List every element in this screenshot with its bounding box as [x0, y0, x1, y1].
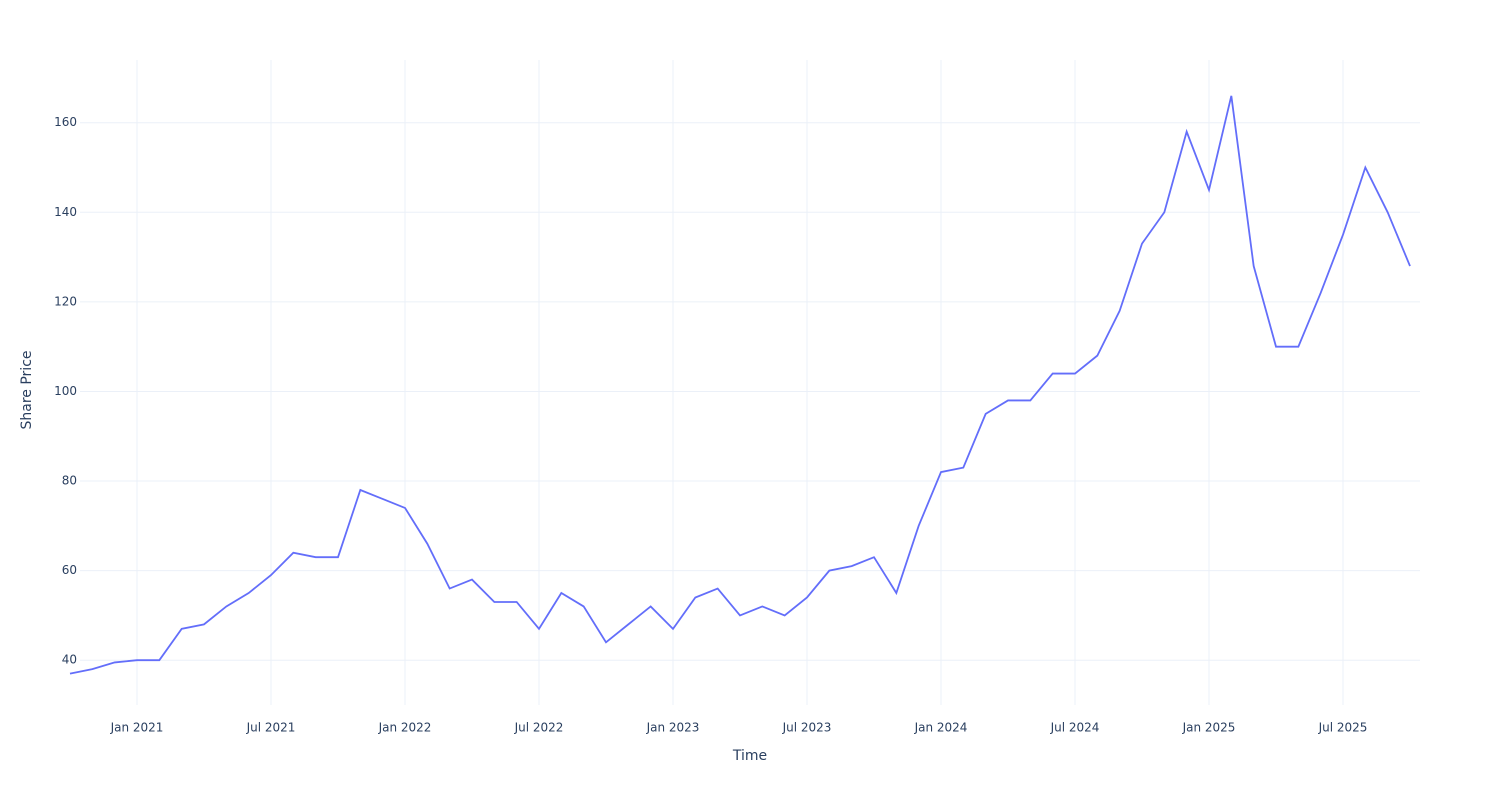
x-tick-label: Jan 2023 — [646, 721, 700, 735]
x-tick-label: Jul 2022 — [514, 721, 564, 735]
x-tick-label: Jul 2021 — [246, 721, 296, 735]
x-tick-label: Jan 2024 — [914, 721, 968, 735]
y-tick-label: 80 — [62, 474, 77, 488]
y-tick-label: 120 — [54, 294, 77, 308]
x-tick-label: Jul 2024 — [1050, 721, 1100, 735]
x-tick-label: Jan 2021 — [110, 721, 164, 735]
y-tick-label: 140 — [54, 205, 77, 219]
line — [69, 95, 1411, 675]
y-tick-label: 100 — [54, 384, 77, 398]
y-axis-title: Share Price — [19, 350, 35, 429]
x-axis-title: Time — [732, 748, 767, 764]
x-tick-label: Jan 2022 — [378, 721, 432, 735]
x-tick-label: Jan 2025 — [1182, 721, 1236, 735]
y-tick-label: 40 — [62, 653, 77, 667]
y-tick-label: 160 — [54, 115, 77, 129]
y-tick-label: 60 — [62, 563, 77, 577]
x-tick-label: Jul 2025 — [1318, 721, 1368, 735]
x-tick-label: Jul 2023 — [782, 721, 832, 735]
